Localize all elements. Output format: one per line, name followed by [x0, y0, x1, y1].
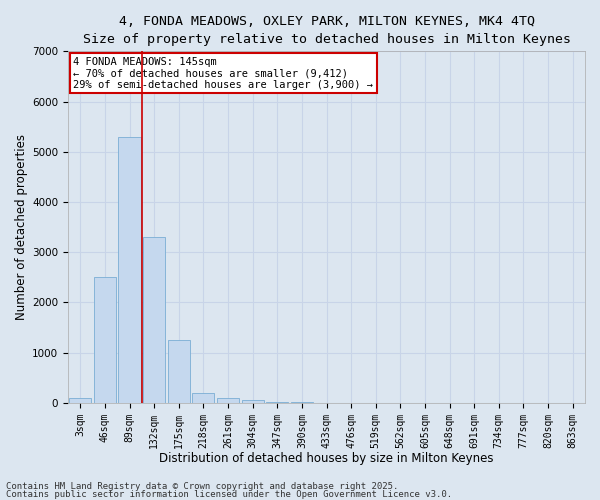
Bar	[143, 237, 165, 403]
Text: Contains public sector information licensed under the Open Government Licence v3: Contains public sector information licen…	[6, 490, 452, 499]
Text: Contains HM Land Registry data © Crown copyright and database right 2025.: Contains HM Land Registry data © Crown c…	[6, 482, 398, 491]
Bar	[168, 340, 190, 403]
Text: 4 FONDA MEADOWS: 145sqm
← 70% of detached houses are smaller (9,412)
29% of semi: 4 FONDA MEADOWS: 145sqm ← 70% of detache…	[73, 56, 373, 90]
Bar	[69, 398, 91, 403]
Bar	[266, 402, 289, 403]
Y-axis label: Number of detached properties: Number of detached properties	[15, 134, 28, 320]
Bar	[94, 278, 116, 403]
Bar	[118, 136, 140, 403]
Bar	[193, 393, 214, 403]
Title: 4, FONDA MEADOWS, OXLEY PARK, MILTON KEYNES, MK4 4TQ
Size of property relative t: 4, FONDA MEADOWS, OXLEY PARK, MILTON KEY…	[83, 15, 571, 46]
Bar	[242, 400, 264, 403]
X-axis label: Distribution of detached houses by size in Milton Keynes: Distribution of detached houses by size …	[159, 452, 494, 465]
Bar	[217, 398, 239, 403]
